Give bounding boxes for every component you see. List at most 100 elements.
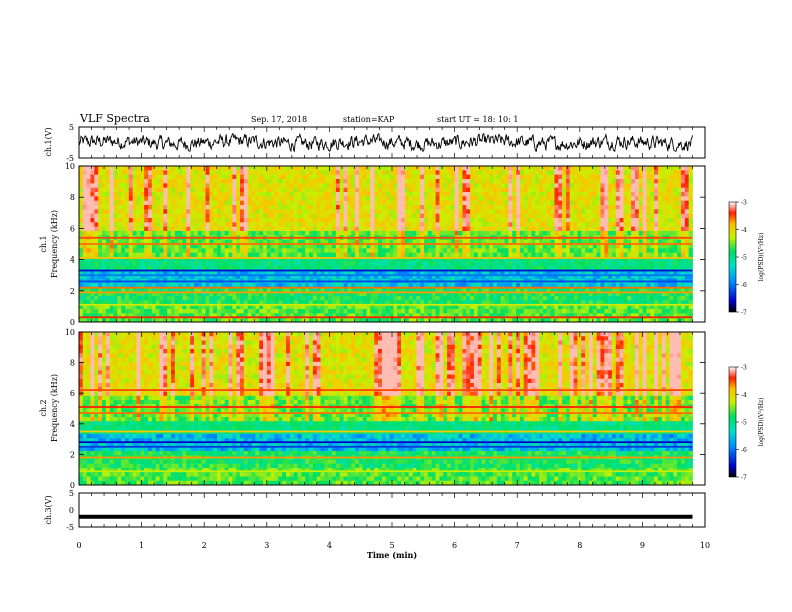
spectrogram-cell: [90, 213, 95, 219]
spectrogram-cell: [102, 218, 107, 223]
spectrogram-cell: [378, 274, 383, 280]
spectrogram-cell: [431, 200, 436, 206]
spectrogram-cell: [324, 265, 329, 271]
spectrogram-cell: [477, 179, 482, 184]
spectrogram-cell: [546, 226, 552, 232]
spectrogram-cell: [355, 274, 360, 280]
spectrogram-cell: [393, 239, 398, 245]
spectrogram-cell: [167, 213, 172, 219]
spectrogram-cell: [312, 174, 318, 180]
spectrogram-cell: [535, 252, 540, 258]
spectrogram-cell: [366, 248, 371, 254]
spectrogram-cell: [171, 213, 176, 219]
spectrogram-cell: [220, 174, 226, 180]
spectrogram-cell: [144, 209, 149, 215]
spectrogram-cell: [217, 174, 222, 180]
spectrogram-cell: [205, 265, 210, 271]
spectrogram-cell: [236, 231, 241, 236]
spectrogram-cell: [416, 222, 421, 228]
spectrogram-cell: [270, 192, 275, 197]
spectrogram-cell: [565, 291, 571, 297]
spectrogram-cell: [335, 209, 341, 215]
spectrogram-cell: [332, 226, 337, 232]
spectrogram-cell: [493, 244, 498, 249]
spectrogram-cell: [347, 226, 352, 232]
spectrogram-cell: [562, 304, 567, 310]
spectrogram-cell: [217, 317, 222, 322]
spectrogram-cell: [404, 187, 410, 193]
spectrogram-cell: [493, 270, 498, 275]
spectrogram-cell: [136, 248, 141, 254]
spectrogram-cell: [109, 296, 114, 301]
spectrogram-cell: [140, 231, 145, 236]
spectrogram-cell: [102, 187, 107, 193]
spectrogram-cell: [389, 196, 394, 202]
spectrogram-cell: [117, 239, 122, 245]
spectrogram-cell: [255, 244, 260, 249]
spectrogram-cell: [255, 196, 260, 202]
spectrogram-cell: [297, 187, 302, 193]
spectrogram-cell: [217, 218, 222, 223]
spectrogram-cell: [519, 222, 525, 228]
spectrogram-cell: [573, 192, 578, 197]
spectrogram-cell: [293, 231, 298, 236]
spectrogram-cell: [159, 200, 164, 206]
spectrogram-cell: [297, 166, 302, 171]
spectrogram-cell: [335, 226, 341, 232]
spectrogram-cell: [381, 205, 387, 210]
spectrogram-cell: [232, 274, 237, 280]
spectrogram-cell: [355, 313, 360, 319]
spectrogram-cell: [485, 183, 490, 189]
spectrogram-cell: [408, 226, 413, 232]
spectrogram-cell: [132, 166, 137, 171]
spectrogram-cell: [431, 192, 436, 197]
spectrogram-cell: [270, 205, 275, 210]
spectrogram-cell: [301, 196, 306, 202]
spectrogram-cell: [182, 231, 187, 236]
spectrogram-cell: [519, 183, 525, 189]
spectrogram-cell: [90, 244, 95, 249]
spectrogram-cell: [213, 209, 218, 215]
spectrogram-cell: [194, 170, 199, 176]
spectrogram-cell: [82, 209, 88, 215]
spectrogram-cell: [105, 317, 111, 322]
spectrogram-cell: [588, 313, 594, 319]
spectrogram-cell: [243, 252, 249, 258]
spectrogram-cell: [136, 222, 141, 228]
spectrogram-cell: [485, 231, 490, 236]
spectrogram-cell: [558, 257, 563, 262]
spectrogram-cell: [588, 261, 594, 267]
spectrogram-cell: [286, 179, 291, 184]
spectrogram-cell: [190, 283, 195, 288]
spectrogram-cell: [416, 213, 421, 219]
spectrogram-cell: [397, 287, 402, 293]
spectrogram-cell: [186, 304, 191, 310]
spectrogram-cell: [439, 313, 444, 319]
spectrogram-cell: [496, 248, 502, 254]
spectrogram-cell: [500, 261, 505, 267]
spectrogram-cell: [86, 261, 91, 267]
spectrogram-cell: [305, 252, 310, 258]
spectrogram-cell: [477, 257, 482, 262]
spectrogram-cell: [435, 261, 440, 267]
spectrogram-cell: [473, 213, 479, 219]
spectrogram-cell: [404, 296, 410, 301]
spectrogram-cell: [312, 213, 318, 219]
spectrogram-cell: [435, 291, 440, 297]
spectrogram-cell: [573, 287, 578, 293]
spectrogram-cell: [182, 274, 187, 280]
spectrogram-cell: [385, 317, 390, 322]
spectrogram-cell: [332, 239, 337, 245]
spectrogram-cell: [278, 300, 283, 306]
spectrogram-cell: [90, 296, 95, 301]
spectrogram-cell: [243, 283, 249, 288]
spectrogram-cell: [362, 174, 367, 180]
spectrogram-cell: [470, 187, 475, 193]
spectrogram-cell: [320, 274, 325, 280]
spectrogram-cell: [286, 252, 291, 258]
spectrogram-cell: [539, 209, 544, 215]
spectrogram-cell: [278, 170, 283, 176]
spectrogram-cell: [481, 218, 486, 223]
spectrogram-cell: [270, 222, 275, 228]
spectrogram-cell: [604, 192, 609, 197]
